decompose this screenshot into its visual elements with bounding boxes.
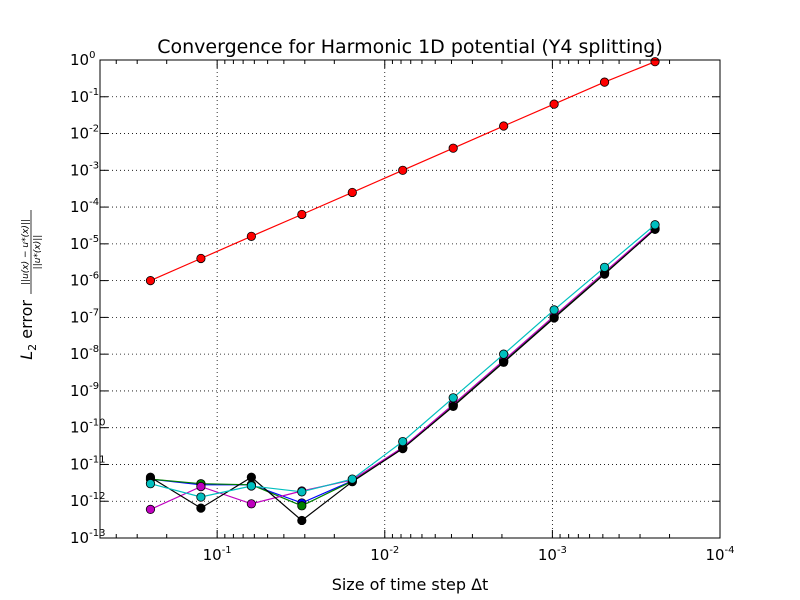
data-point [499,349,509,359]
x-tick-label: 10-1 [203,545,232,564]
y-tick-label: 10-3 [70,160,99,179]
y-tick-label: 10-8 [70,344,99,363]
data-point [297,501,307,511]
y-axis-label-prefix: L [17,351,36,360]
data-point [599,262,610,272]
data-point [448,393,458,403]
data-point [650,57,660,67]
series-line [150,228,656,522]
data-point [448,401,458,411]
data-point [549,99,559,109]
series-line [150,228,656,504]
data-point [297,487,307,497]
series-5 [145,220,660,502]
tick-marks [99,59,721,539]
data-point [398,165,408,175]
x-tick-label: 10-2 [370,545,399,564]
grid-lines [100,59,721,539]
data-point [246,481,256,491]
y-tick-label: 10-1 [70,87,99,106]
data-point [398,436,408,447]
y-tick-label: 10-9 [70,381,99,400]
data-point [246,231,256,241]
series-2 [145,224,660,511]
plot-frame [99,59,721,539]
data-point [448,143,458,153]
series-line [150,224,656,498]
data-point [549,313,559,323]
data-point [499,121,509,131]
x-axis-label: Size of time step Δt [332,575,489,594]
data-point [297,209,307,220]
series-3 [145,223,660,514]
y-tick-label: 10-10 [70,418,105,437]
data-point [196,503,206,513]
data-point [196,481,206,492]
data-point [196,492,206,502]
y-axis-label-subscript: 2 [26,344,39,351]
series-1 [145,223,660,508]
y-tick-label: 10-5 [70,234,99,253]
x-tick-label: 10-4 [705,545,734,564]
y-tick-label: 10-7 [70,307,99,326]
data-point [347,474,357,484]
y-axis-label: L2 error ||u(x) − u*(x)|| ||u*(x)|| [17,210,43,360]
series-layer [145,57,660,526]
y-axis-label-word: error [17,300,36,344]
chart-title: Convergence for Harmonic 1D potential (Y… [157,36,663,58]
data-point [145,479,156,489]
y-tick-label: 10-11 [70,454,105,473]
data-point [599,77,610,87]
data-point [549,305,559,315]
y-tick-label: 10-4 [70,197,99,216]
y-tick-label: 10-2 [70,124,99,143]
y-axis-label-numerator: ||u(x) − u*(x)|| [21,219,31,285]
y-tick-label: 100 [70,50,95,69]
series-4 [145,224,660,526]
y-tick-label: 10-6 [70,271,99,290]
data-point [347,187,357,198]
data-point [297,515,307,526]
y-tick-label: 10-12 [70,491,105,510]
data-point [499,357,509,367]
x-tick-label: 10-3 [538,545,567,564]
data-point [650,220,660,230]
y-axis-label-denominator: ||u*(x)|| [33,235,43,270]
svg-text:L2 error: L2 error [17,300,39,360]
series-0 [145,57,660,286]
data-point [145,276,156,286]
series-line [150,227,656,510]
series-line [150,228,656,507]
tick-labels: 10-1 10-2 10-3 10-4 100 10-1 10-2 10-3 10-4 10-5 1… [70,50,735,564]
data-point [246,472,256,482]
data-point [246,499,256,509]
data-point [145,504,156,514]
data-point [196,253,206,264]
y-tick-label: 10-13 [70,528,105,547]
